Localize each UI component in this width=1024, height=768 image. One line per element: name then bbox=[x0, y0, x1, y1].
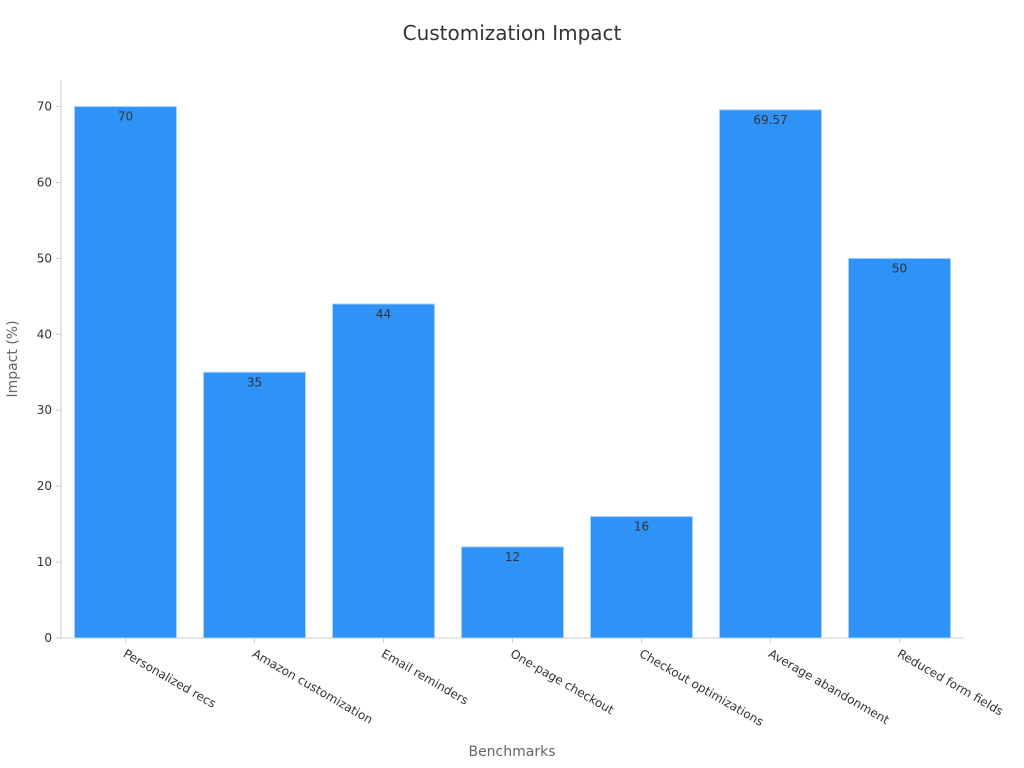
data-label: 50 bbox=[892, 261, 907, 275]
chart-title: Customization Impact bbox=[403, 21, 622, 45]
data-label: 69.57 bbox=[753, 113, 787, 127]
y-tick-label: 60 bbox=[37, 175, 52, 189]
y-tick-label: 10 bbox=[37, 555, 52, 569]
x-tick-label: Email reminders bbox=[379, 646, 471, 707]
y-tick-label: 40 bbox=[37, 327, 52, 341]
x-axis-label: Benchmarks bbox=[468, 744, 555, 760]
bar bbox=[590, 516, 693, 639]
x-tick-label: Amazon customization bbox=[250, 646, 375, 726]
x-tick-label: Average abandonment bbox=[766, 646, 892, 727]
bar bbox=[719, 109, 822, 639]
bar bbox=[332, 303, 435, 639]
bar bbox=[74, 106, 177, 639]
x-tick-label: Personalized recs bbox=[121, 646, 218, 710]
plot-area: 0 10 20 30 40 50 60 70 70 Personalized recs 35 Amaz… bbox=[37, 80, 1006, 729]
data-label: 70 bbox=[118, 110, 133, 124]
y-tick-label: 70 bbox=[37, 100, 52, 114]
bar bbox=[848, 257, 951, 639]
data-label: 35 bbox=[247, 375, 262, 389]
data-label: 44 bbox=[376, 307, 391, 321]
bar bbox=[461, 546, 564, 639]
bar bbox=[203, 371, 306, 639]
y-tick-label: 0 bbox=[44, 631, 52, 645]
data-label: 12 bbox=[505, 550, 520, 564]
y-tick-label: 50 bbox=[37, 251, 52, 265]
x-tick-label: Checkout optimizations bbox=[637, 646, 766, 729]
x-tick-label: Reduced form fields bbox=[895, 646, 1006, 718]
data-label: 16 bbox=[634, 520, 649, 534]
y-tick-label: 20 bbox=[37, 479, 52, 493]
x-tick-label: One-page checkout bbox=[508, 646, 616, 717]
y-axis-label: Impact (%) bbox=[5, 320, 21, 397]
y-tick-label: 30 bbox=[37, 403, 52, 417]
